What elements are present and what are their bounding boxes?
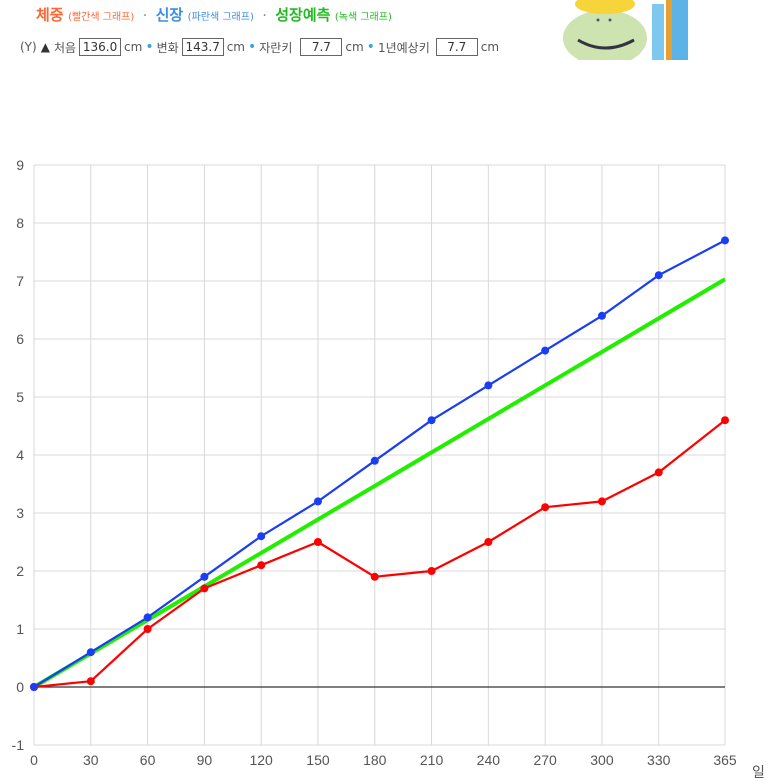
up-arrow-icon: ▲ <box>40 40 50 54</box>
x-tick-label: 90 <box>197 752 213 768</box>
values-line: (Y) ▲ 처음 136.0 cm • 변화 143.7 cm • 자란키 7.… <box>20 38 499 56</box>
y-tick-label: 9 <box>16 157 24 173</box>
legend-title-line: 체중 (빨간색 그래프) · 신장 (파란색 그래프) · 성장예측 (녹색 그… <box>36 4 392 25</box>
first-value-field[interactable]: 136.0 <box>79 38 122 56</box>
data-point <box>86 677 95 686</box>
growth-arrow-bar <box>652 4 664 60</box>
weight-title: 체중 <box>36 6 64 24</box>
unit-label: cm <box>480 40 500 54</box>
mascot-hat <box>575 0 635 14</box>
x-tick-label: 0 <box>30 752 38 768</box>
series-line <box>33 239 726 688</box>
chart-grid <box>33 164 726 746</box>
y-tick-label: 5 <box>16 389 24 405</box>
x-tick-label: 30 <box>83 752 99 768</box>
data-point <box>654 271 663 280</box>
data-point <box>721 236 729 245</box>
x-tick-label: 300 <box>590 752 614 768</box>
data-point <box>370 456 379 465</box>
data-point <box>86 648 95 657</box>
data-point <box>427 416 436 425</box>
growth-arrow-accent <box>666 0 672 60</box>
data-point <box>654 468 663 477</box>
data-point <box>143 613 152 622</box>
data-point <box>257 532 266 541</box>
data-point <box>143 625 152 633</box>
y-tick-label: 3 <box>16 505 24 521</box>
y-tick-label: 6 <box>16 331 24 347</box>
data-point <box>370 572 379 581</box>
predict-label: 1년예상키 <box>377 40 430 55</box>
predict-value-field[interactable]: 7.7 <box>435 38 478 56</box>
y-tick-label: 8 <box>16 215 24 231</box>
mascot-eye <box>608 18 612 22</box>
data-point <box>721 416 729 425</box>
y-tick-label: 4 <box>16 447 24 463</box>
change-value-field[interactable]: 143.7 <box>181 38 224 56</box>
growth-title: 성장예측 <box>275 6 331 24</box>
x-tick-label: 270 <box>533 752 557 768</box>
y-tick-label: -1 <box>12 737 25 753</box>
bullet-icon: • <box>145 39 154 55</box>
bullet-icon: • <box>247 39 257 55</box>
x-tick-label: 330 <box>647 752 671 768</box>
growth-subtitle: (녹색 그래프) <box>334 12 392 23</box>
data-point <box>200 584 209 593</box>
data-point <box>597 311 606 320</box>
mascot-eye <box>596 18 600 22</box>
y-tick-label: 2 <box>16 563 24 579</box>
data-point <box>257 561 266 570</box>
growth-arrow-bar <box>668 0 688 60</box>
data-point <box>597 497 606 506</box>
header: 체중 (빨간색 그래프) · 신장 (파란색 그래프) · 성장예측 (녹색 그… <box>0 0 773 64</box>
data-point <box>427 567 436 575</box>
data-point <box>541 503 550 512</box>
data-point <box>30 683 38 691</box>
first-label: 처음 <box>53 40 77 55</box>
height-subtitle: (파란색 그래프) <box>187 12 254 23</box>
bullet-icon: • <box>366 39 375 55</box>
grown-value-field[interactable]: 7.7 <box>300 38 343 56</box>
y-tick-label: 0 <box>16 679 24 695</box>
x-tick-label: 180 <box>363 752 387 768</box>
series-line <box>33 419 726 689</box>
grown-label: 자란키 <box>259 40 293 55</box>
y-tick-label: 7 <box>16 273 24 289</box>
data-point <box>484 538 493 546</box>
height-title: 신장 <box>155 6 184 24</box>
data-point <box>484 381 493 390</box>
x-tick-label: 240 <box>477 752 501 768</box>
separator: · <box>142 8 148 24</box>
mascot-smile <box>577 38 635 50</box>
change-label: 변화 <box>156 40 179 55</box>
unit-label: cm <box>345 40 364 54</box>
mascot-image <box>563 0 688 60</box>
y-tick-label: 1 <box>16 621 24 637</box>
unit-label: cm <box>124 40 143 54</box>
chart-series <box>30 236 729 691</box>
x-axis-label: 일 <box>752 764 765 780</box>
mascot-face <box>563 10 647 60</box>
series-line <box>32 277 727 689</box>
separator: · <box>262 8 267 24</box>
x-tick-label: 150 <box>306 752 330 768</box>
data-point <box>313 497 322 506</box>
x-tick-label: 365 <box>713 752 737 768</box>
x-tick-label: 60 <box>140 752 156 768</box>
weight-subtitle: (빨간색 그래프) <box>68 12 135 23</box>
x-tick-label: 210 <box>420 752 444 768</box>
data-point <box>313 538 322 546</box>
data-point <box>541 346 550 355</box>
unit-label: cm <box>226 40 245 54</box>
data-point <box>200 572 209 581</box>
y-label: (Y) <box>20 40 37 54</box>
x-tick-label: 120 <box>249 752 273 768</box>
